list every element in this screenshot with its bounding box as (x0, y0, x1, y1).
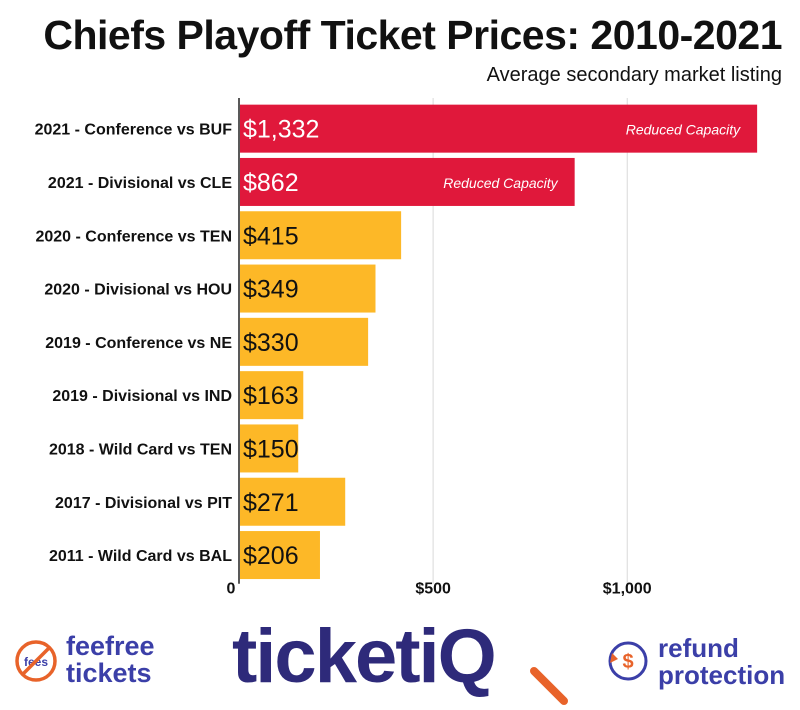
category-label: 2017 - Divisional vs PIT (55, 495, 232, 512)
feefree-line1: feefree (66, 631, 155, 661)
footer-logos: fees feefree tickets ticketiQ $ refund p… (0, 615, 800, 710)
magnifier-icon (530, 667, 568, 705)
bar (240, 477, 346, 526)
category-label: 2021 - Conference vs BUF (35, 122, 233, 139)
feefree-line2: tickets (66, 658, 152, 688)
refund-dollar-sign: $ (622, 651, 633, 673)
value-label: $271 (243, 489, 299, 517)
refund-line1: refund (658, 633, 739, 663)
bar (240, 104, 758, 153)
x-tick-label: $500 (415, 581, 451, 598)
value-label: $862 (243, 169, 299, 197)
category-label: 2019 - Conference vs NE (45, 335, 232, 352)
bar (240, 531, 320, 580)
ticketiq-q: Q (437, 614, 497, 699)
refund-protection-logo: $ refund protection (606, 635, 796, 695)
value-label: $415 (243, 222, 299, 250)
category-label: 2021 - Divisional vs CLE (48, 175, 232, 192)
category-label: 2019 - Divisional vs IND (52, 388, 232, 405)
refund-line2: protection (658, 660, 786, 690)
value-label: $1,332 (243, 116, 319, 144)
bar (240, 157, 575, 206)
chart-title: Chiefs Playoff Ticket Prices: 2010-2021 (43, 12, 782, 58)
ticketiq-wordmark: ticketi (232, 614, 440, 699)
category-label: 2011 - Wild Card vs BAL (49, 548, 232, 565)
value-label: $163 (243, 382, 299, 410)
value-label: $150 (243, 435, 299, 463)
refund-icon: $ (608, 641, 648, 681)
category-label: 2018 - Wild Card vs TEN (49, 441, 232, 458)
bar (240, 264, 376, 313)
value-label: $330 (243, 329, 299, 357)
annotation-label: Reduced Capacity (626, 122, 741, 138)
x-tick-label: $1,000 (603, 581, 652, 598)
bar (240, 317, 369, 366)
x-tick-label: 0 (227, 581, 236, 598)
no-fees-icon: fees (15, 640, 57, 682)
bar (240, 424, 299, 473)
ticketiq-logo: ticketiQ (232, 614, 497, 699)
feefree-logo: fees feefree tickets (14, 633, 194, 693)
annotation-label: Reduced Capacity (443, 175, 558, 191)
value-label: $349 (243, 276, 299, 304)
category-label: 2020 - Conference vs TEN (35, 228, 232, 245)
bar (240, 371, 304, 420)
value-label: $206 (243, 542, 299, 570)
bar-chart: 2021 - Conference vs BUF $1,332 Reduced Ca… (35, 98, 758, 598)
bar (240, 211, 402, 260)
category-label: 2020 - Divisional vs HOU (44, 282, 232, 299)
chart-subtitle: Average secondary market listing (486, 64, 782, 86)
